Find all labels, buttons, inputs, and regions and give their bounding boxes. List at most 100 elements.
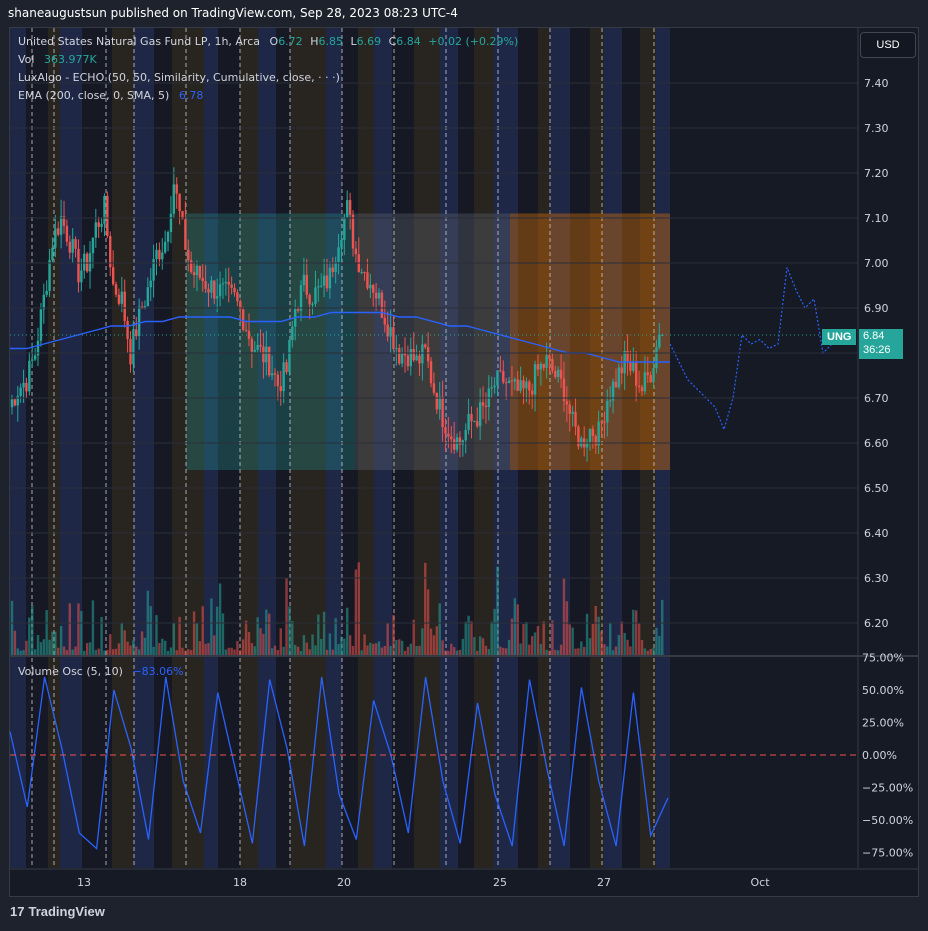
volume-bar — [166, 650, 170, 655]
volume-bar — [412, 619, 415, 655]
candle-body — [346, 200, 349, 217]
volume-bar — [400, 640, 404, 655]
osc-tick-label: 25.00% — [862, 717, 904, 730]
candle-body — [247, 330, 251, 339]
candle-body — [426, 347, 430, 362]
candle-body — [409, 349, 413, 367]
candle-body — [210, 280, 213, 293]
candle-body — [22, 382, 25, 388]
volume-bar — [348, 635, 352, 655]
volume-bar — [140, 631, 144, 655]
volume-bar — [241, 639, 245, 655]
legend-volosc-label[interactable]: Volume Osc (5, 10) — [18, 665, 123, 678]
volume-bar — [366, 645, 369, 655]
volume-bar — [606, 646, 609, 655]
volume-bar — [536, 626, 540, 655]
volume-bar — [643, 648, 647, 655]
candle-body — [19, 387, 22, 396]
candle-body — [265, 346, 268, 363]
legend-ema-label[interactable]: EMA (200, close, 0, SMA, 5) — [18, 89, 170, 102]
candle-body — [600, 421, 603, 423]
legend-ema-row[interactable]: EMA (200, close, 0, SMA, 5) 6.78 — [18, 89, 203, 102]
volume-bar — [490, 621, 493, 655]
candle-body — [302, 274, 306, 286]
time-tick-label: Oct — [750, 876, 770, 889]
candle-body — [314, 287, 317, 304]
volume-bar — [10, 600, 14, 655]
volume-bar — [279, 628, 282, 655]
candles — [10, 167, 664, 462]
volume-bar — [80, 610, 83, 655]
candle-body — [48, 260, 51, 291]
candle-body — [187, 249, 190, 261]
candle-body — [39, 309, 43, 341]
volume-bar — [267, 613, 271, 655]
time-tick-label: 13 — [77, 876, 91, 889]
candle-body — [444, 427, 447, 434]
candle-body — [481, 402, 485, 406]
candle-body — [178, 193, 181, 212]
currency-button[interactable]: USD — [860, 32, 916, 58]
candle-body — [10, 399, 14, 408]
volume-bar — [227, 647, 230, 655]
session-stripe — [326, 28, 342, 868]
candle-body — [158, 249, 161, 260]
candle-body — [308, 294, 311, 305]
volume-bar — [493, 608, 496, 655]
candle-body — [418, 355, 421, 364]
candle-body — [562, 378, 566, 402]
legend-volosc-row[interactable]: Volume Osc (5, 10) −83.06% — [18, 665, 184, 678]
volume-bar — [499, 646, 502, 655]
volume-bar — [201, 606, 204, 655]
volume-bar — [614, 646, 618, 655]
volume-bar — [224, 649, 228, 655]
volume-bar — [161, 638, 164, 655]
volume-bar — [91, 600, 95, 655]
legend-luxalgo-row[interactable]: LuxAlgo - ECHO (50, 50, Similarity, Cumu… — [18, 71, 340, 84]
volume-bar — [398, 639, 401, 655]
candle-body — [389, 327, 392, 337]
volume-bar — [114, 648, 118, 655]
candle-body — [473, 421, 476, 423]
candle-body — [155, 249, 158, 260]
candle-body — [588, 428, 592, 443]
volume-bar — [48, 639, 51, 655]
volume-bar — [354, 569, 358, 655]
candle-body — [377, 292, 381, 299]
session-stripe — [374, 28, 392, 868]
candle-body — [146, 287, 150, 307]
volume-bar — [620, 621, 623, 655]
session-stripe — [82, 28, 112, 868]
volume-bar — [65, 650, 69, 655]
candle-body — [568, 404, 571, 414]
volume-bar — [372, 643, 375, 655]
candle-body — [215, 296, 219, 299]
candle-body — [88, 253, 92, 272]
time-tick-label: 20 — [337, 876, 351, 889]
candle-body — [322, 275, 326, 286]
volume-bar — [594, 605, 597, 655]
price-tick-label: 6.60 — [864, 437, 889, 450]
legend-luxalgo[interactable]: LuxAlgo - ECHO (50, 50, Similarity, Cumu… — [18, 71, 340, 84]
candle-body — [65, 225, 69, 242]
volume-bar — [562, 578, 566, 655]
tradingview-logo[interactable]: 17 TradingView — [10, 904, 105, 919]
volume-bar — [580, 641, 583, 655]
volume-bar — [230, 647, 233, 655]
volume-bar — [635, 610, 638, 655]
candle-body — [366, 272, 369, 289]
candle-body — [13, 399, 17, 406]
osc-tick-label: 75.00% — [862, 652, 904, 665]
candle-body — [594, 435, 597, 446]
session-stripe — [358, 28, 374, 868]
candle-body — [100, 223, 103, 227]
volume-bar — [478, 636, 482, 655]
candle-body — [291, 326, 294, 340]
price-tick-label: 7.30 — [864, 122, 889, 135]
session-stripe — [440, 28, 458, 868]
candle-body — [655, 347, 658, 369]
session-stripe — [570, 28, 590, 868]
volume-bar — [221, 613, 225, 655]
volume-bar — [351, 645, 355, 655]
